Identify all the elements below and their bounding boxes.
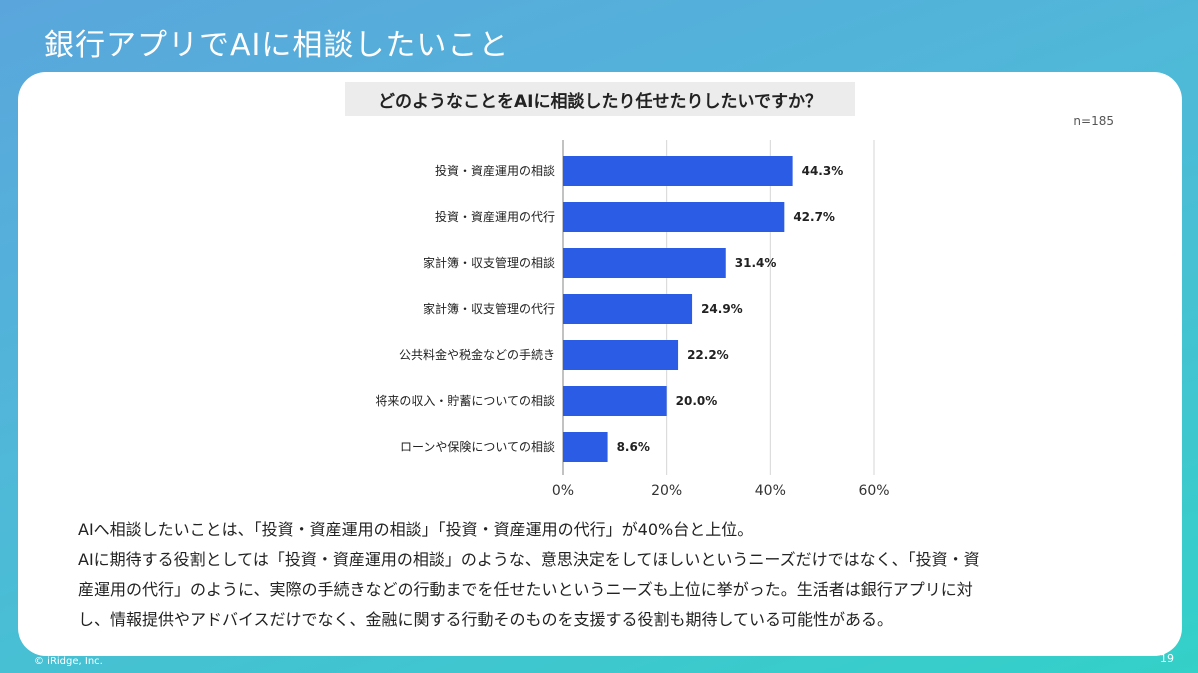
value-label: 22.2%	[687, 348, 729, 362]
category-label: 公共料金や税金などの手続き	[399, 347, 555, 362]
x-tick-label: 20%	[651, 483, 682, 499]
copyright: © iRidge, Inc.	[34, 656, 103, 667]
category-label: 家計簿・収支管理の相談	[423, 255, 555, 270]
x-tick-label: 40%	[755, 483, 786, 499]
bar	[563, 248, 726, 278]
category-label: 投資・資産運用の代行	[435, 209, 555, 224]
value-label: 24.9%	[701, 302, 743, 316]
category-label: 将来の収入・貯蓄についての相談	[375, 393, 555, 408]
value-label: 44.3%	[802, 164, 844, 178]
body-line: 産運用の代行」のように、実際の手続きなどの行動までを任せたいというニーズも上位に…	[78, 580, 973, 599]
category-label: 投資・資産運用の相談	[435, 163, 555, 178]
slide-title: 銀行アプリでAIに相談したいこと	[44, 28, 510, 63]
sample-size: n=185	[1073, 114, 1114, 128]
bar	[563, 202, 785, 232]
value-label: 42.7%	[793, 210, 835, 224]
bar	[563, 294, 693, 324]
body-line: AIに期待する役割としては「投資・資産運用の相談」のような、意思決定をしてほしい…	[78, 550, 980, 569]
body-text: AIへ相談したいことは、「投資・資産運用の相談」「投資・資産運用の代行」が40%…	[78, 515, 1138, 635]
bar	[563, 340, 679, 370]
bar	[563, 156, 793, 186]
category-label: 家計簿・収支管理の代行	[423, 301, 555, 316]
body-line: AIへ相談したいことは、「投資・資産運用の相談」「投資・資産運用の代行」が40%…	[78, 520, 754, 539]
body-line: し、情報提供やアドバイスだけでなく、金融に関する行動そのものを支援する役割も期待…	[78, 610, 894, 629]
bar	[563, 386, 667, 416]
survey-question: どのようなことをAIに相談したり任せたりしたいですか？	[345, 82, 855, 116]
category-label: ローンや保険についての相談	[400, 439, 555, 454]
value-label: 31.4%	[735, 256, 777, 270]
x-tick-label: 0%	[552, 483, 574, 499]
value-label: 8.6%	[617, 440, 650, 454]
x-tick-label: 60%	[858, 483, 889, 499]
value-label: 20.0%	[676, 394, 718, 408]
page-number: 19	[1160, 652, 1174, 665]
bar	[563, 432, 608, 462]
